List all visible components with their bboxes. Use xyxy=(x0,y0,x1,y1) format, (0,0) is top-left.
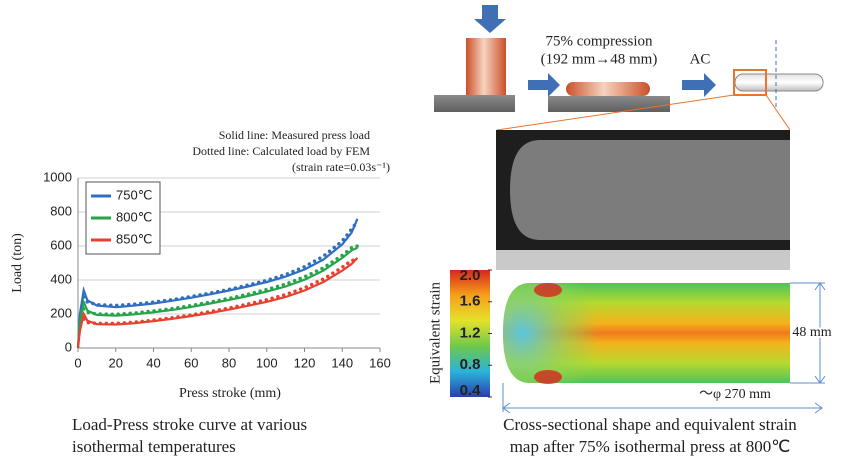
legend-label: 750℃ xyxy=(116,187,152,202)
colorbar-label: Equivalent strain xyxy=(427,281,443,384)
compression-label: 75% compression xyxy=(545,33,653,49)
x-tick-label: 140 xyxy=(331,355,353,370)
colorbar-tick-label: 1.2 xyxy=(460,324,481,341)
x-tick-label: 40 xyxy=(146,355,160,370)
y-axis-label: Load (ton) xyxy=(10,233,25,293)
legend-label: 800℃ xyxy=(116,209,152,224)
map-caption: map after 75% isothermal press at 800℃ xyxy=(510,437,791,456)
diameter-label: ～φ 270 mm xyxy=(699,387,771,402)
y-tick-label: 400 xyxy=(50,271,72,286)
annotation: Solid line: Measured press load xyxy=(219,128,370,142)
colorbar-tick-label: 0.8 xyxy=(460,356,481,373)
x-axis-label: Press stroke (mm) xyxy=(179,386,281,401)
chart-caption: Load-Press stroke curve at various xyxy=(72,415,307,434)
reduction-label: (192 mm→48 mm) xyxy=(541,51,658,67)
chart-caption: isothermal temperatures xyxy=(72,437,236,456)
height-label: 48 mm xyxy=(792,325,831,340)
x-tick-label: 60 xyxy=(184,355,198,370)
y-tick-label: 800 xyxy=(50,203,72,218)
y-tick-label: 600 xyxy=(50,237,72,252)
x-tick-label: 120 xyxy=(294,355,316,370)
colorbar-tick-label: 0.4 xyxy=(460,382,482,399)
x-tick-label: 0 xyxy=(74,355,81,370)
x-tick-label: 80 xyxy=(222,355,236,370)
y-tick-label: 200 xyxy=(50,305,72,320)
y-tick-label: 1000 xyxy=(43,169,72,184)
x-tick-label: 100 xyxy=(256,355,278,370)
x-tick-label: 160 xyxy=(369,355,391,370)
y-tick-label: 0 xyxy=(65,339,72,354)
colorbar-tick-label: 2.0 xyxy=(460,267,481,284)
annotation: Dotted line: Calculated load by FEM xyxy=(192,144,370,158)
legend-label: 850℃ xyxy=(116,231,152,246)
map-caption: Cross-sectional shape and equivalent str… xyxy=(503,415,797,434)
cooling-label: AC xyxy=(690,51,711,67)
colorbar-tick-label: 1.6 xyxy=(460,293,481,310)
annotation: (strain rate=0.03s⁻¹) xyxy=(292,160,390,174)
figure: 75% compression (192 mm→48 mm) AC Equiva… xyxy=(0,0,845,462)
x-tick-label: 20 xyxy=(109,355,123,370)
